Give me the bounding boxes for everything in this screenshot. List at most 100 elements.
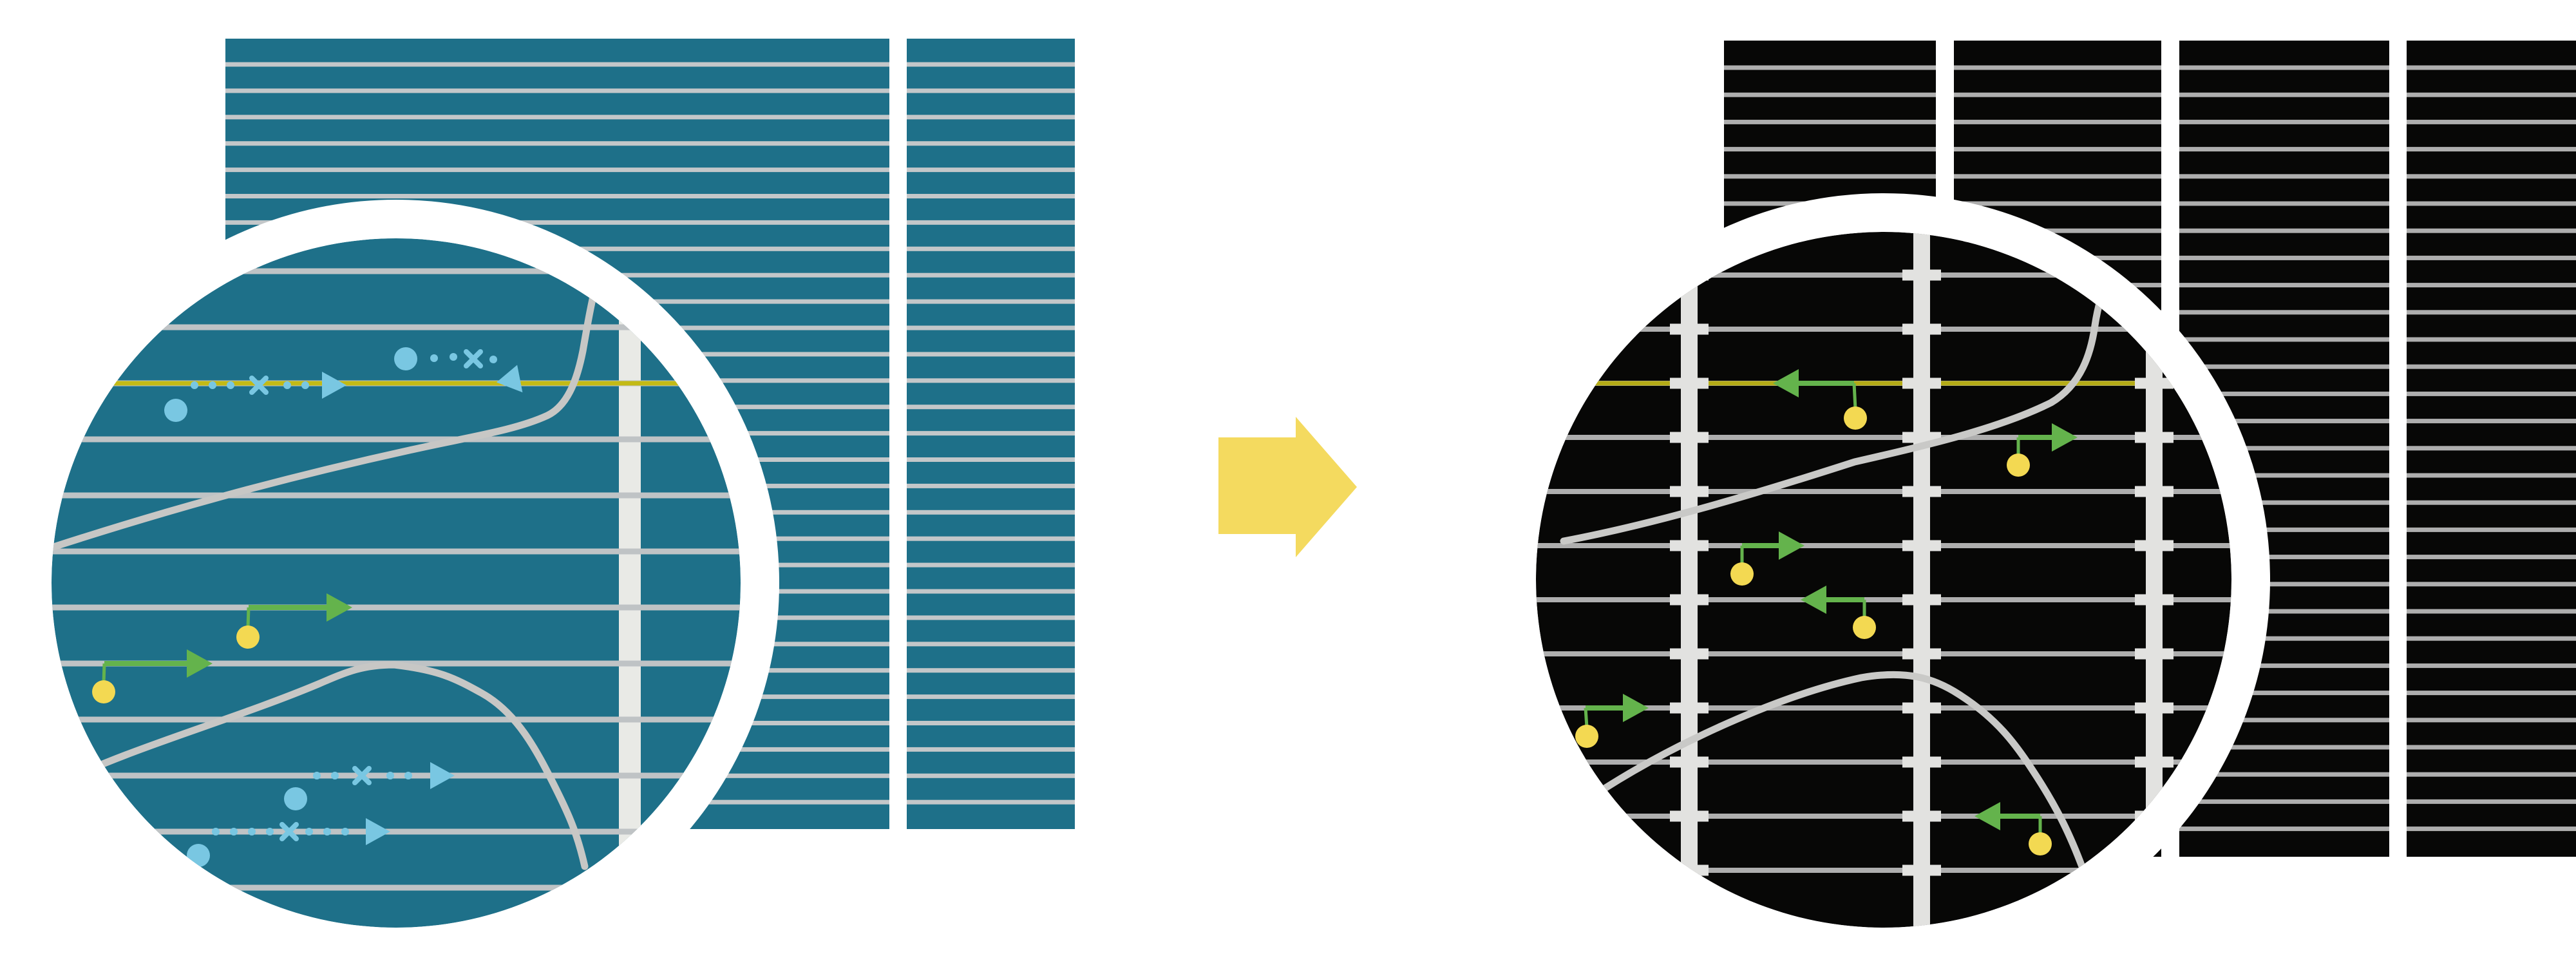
finger-line [2179,228,2389,233]
finger-line [907,589,1075,594]
finger-line [52,884,741,891]
finger-line [2407,391,2576,396]
finger-line [1536,543,2231,548]
busbar-contact-tick [1902,864,1941,876]
busbar-contact-tick [2135,377,2174,389]
busbar-contact-tick [1670,486,1709,497]
finger-line [2179,419,2389,424]
finger-line [225,194,889,198]
finger-line [2407,500,2576,505]
finger-line [2179,555,2389,560]
finger-line [907,747,1075,752]
finger-line [52,828,741,835]
electron-arrowhead-icon [430,762,455,789]
hole-dot [1730,562,1754,586]
finger-line [2407,691,2576,696]
finger-line [1954,228,2161,233]
busbar-contact-tick [1902,377,1941,389]
busbar-contact-tick [1670,323,1709,335]
busbar-contact-tick [2135,594,2174,606]
lens-content [1536,232,2231,928]
finger-line [52,492,741,499]
transfer-arrow-head [1296,417,1357,557]
electron-trail-dot [191,381,198,389]
finger-line [1954,65,2161,70]
finger-line [52,436,741,443]
collector-line-yellow [52,381,741,386]
electron-trail-dot [230,828,238,836]
finger-line [2407,65,2576,70]
finger-line [2407,799,2576,804]
finger-line [907,141,1075,146]
hole-dot [236,625,260,649]
finger-line [2407,310,2576,315]
finger-line [907,325,1075,330]
busbar-contact-tick [1670,702,1709,714]
finger-line [907,536,1075,541]
finger-line [2179,582,2389,587]
finger-line [907,378,1075,383]
finger-line [2407,745,2576,750]
finger-line [2179,718,2389,723]
finger-line [2407,228,2576,233]
finger-line [2179,391,2389,396]
finger-line [2407,473,2576,478]
hole-stem-line [1584,707,1589,728]
busbar-contact-tick [1902,323,1941,335]
finger-line [2179,174,2389,179]
collector-line-yellow [1536,381,2231,386]
finger-line [907,167,1075,173]
finger-line [907,773,1075,778]
lens-wafer-background [52,238,741,928]
busbar-contact-tick [2135,486,2174,497]
finger-line [2407,826,2576,832]
finger-line [907,62,1075,67]
lens-ring [1497,193,2270,966]
finger-line [2407,147,2576,152]
hole-arrowhead-icon [1773,369,1799,397]
electron-arrowhead-icon [496,365,523,393]
finger-line [2179,691,2389,696]
hole-stem-line [246,607,251,629]
electron-dot [164,399,187,422]
recombination-x-icon [249,376,269,395]
finger-line [2407,446,2576,451]
finger-line [907,457,1075,462]
finger-line [2407,609,2576,614]
finger-line [2179,201,2389,206]
finger-line [2179,92,2389,97]
busbar-contact-tick [1902,648,1941,660]
finger-line [52,604,741,611]
busbar-contact-tick [1670,540,1709,551]
finger-line [2407,337,2576,342]
electron-trail-dot [301,381,309,389]
grain-boundary-curve [53,661,589,870]
grain-boundary-curve [1560,251,2123,545]
finger-line [2407,174,2576,179]
lens-wafer-background [1536,232,2231,928]
hole-dot [2029,832,2052,855]
busbar-contact-tick [1670,377,1709,389]
finger-line [1724,119,1936,124]
finger-line [907,483,1075,488]
finger-line [907,615,1075,620]
hole-arrowhead-icon [327,593,352,622]
finger-line [2407,119,2576,124]
finger-line [1536,272,2231,278]
finger-line [2179,609,2389,614]
finger-line [2179,147,2389,152]
busbar [619,238,641,928]
finger-line [907,694,1075,700]
finger-line [2407,636,2576,641]
finger-line [52,716,741,723]
busbar-contact-tick [1670,432,1709,443]
finger-line [1954,174,2161,179]
finger-line [2179,636,2389,641]
electron-dot [284,787,307,810]
finger-line [2179,772,2389,777]
finger-line [2179,500,2389,505]
hole-arrowhead-icon [1623,694,1649,722]
electron-trail-dot [386,772,394,779]
finger-line [907,272,1075,278]
